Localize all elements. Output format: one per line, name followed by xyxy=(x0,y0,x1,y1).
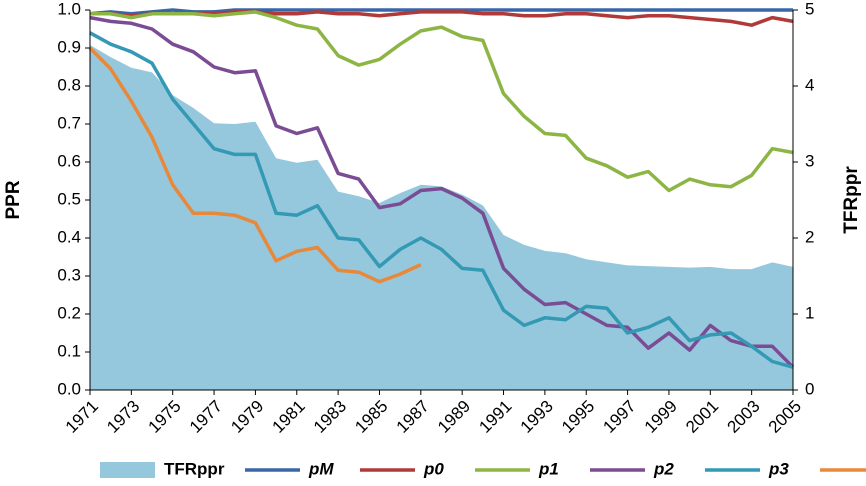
y2-tick-label: 1 xyxy=(805,303,814,322)
x-tick-label: 1981 xyxy=(269,397,309,437)
y-tick-label: 0.7 xyxy=(57,113,81,132)
x-tick-label: 1979 xyxy=(227,397,267,437)
y2-tick-label: 5 xyxy=(805,0,814,18)
legend-label: p0 xyxy=(423,459,444,478)
x-tick-label: 2001 xyxy=(682,397,722,437)
x-tick-label: 1993 xyxy=(517,397,557,437)
y2-axis-label: TFRppr xyxy=(841,166,862,234)
line xyxy=(90,10,794,193)
y2-tick-label: 4 xyxy=(805,75,814,94)
y-tick-label: 0.4 xyxy=(57,227,81,246)
legend-label: p3 xyxy=(768,459,789,478)
line xyxy=(89,31,794,369)
legend-label: p1 xyxy=(538,459,559,478)
x-tick-label: 1997 xyxy=(599,397,639,437)
x-tick-label: 1995 xyxy=(558,397,598,437)
area xyxy=(90,44,793,391)
y-axis-label: PPR xyxy=(3,180,24,219)
x-tick-label: 1983 xyxy=(310,397,350,437)
y-tick-label: 0.9 xyxy=(57,37,81,56)
y2-tick-label: 0 xyxy=(805,379,814,398)
x-tick-label: 1971 xyxy=(62,397,102,437)
y-tick-label: 0.5 xyxy=(57,189,81,208)
x-tick-label: 1975 xyxy=(145,397,185,437)
line xyxy=(89,15,795,369)
legend-label: pM xyxy=(308,459,334,478)
line xyxy=(88,46,422,284)
y-tick-label: 0.2 xyxy=(57,303,81,322)
x-tick-label: 1999 xyxy=(641,397,681,437)
x-tick-label: 1985 xyxy=(351,397,391,437)
y-tick-label: 0.6 xyxy=(57,151,81,170)
y-tick-label: 0.3 xyxy=(57,265,81,284)
x-tick-label: 1973 xyxy=(103,397,143,437)
x-tick-label: 1987 xyxy=(393,397,433,437)
x-tick-label: 1991 xyxy=(475,397,515,437)
y-tick-label: 0.8 xyxy=(57,75,81,94)
line xyxy=(89,8,793,16)
y2-tick-label: 2 xyxy=(805,227,814,246)
x-tick-label: 1989 xyxy=(434,397,474,437)
x-tick-label: 1977 xyxy=(186,397,226,437)
y-tick-label: 0.0 xyxy=(57,379,81,398)
y-tick-label: 1.0 xyxy=(57,0,81,18)
y2-tick-label: 3 xyxy=(805,151,814,170)
x-tick-label: 2003 xyxy=(723,397,763,437)
legend-swatch xyxy=(100,462,155,478)
legend-label: p2 xyxy=(653,459,674,478)
legend-label: TFRppr xyxy=(164,459,225,478)
y-tick-label: 0.1 xyxy=(57,341,81,360)
x-tick-label: 2005 xyxy=(765,397,805,437)
